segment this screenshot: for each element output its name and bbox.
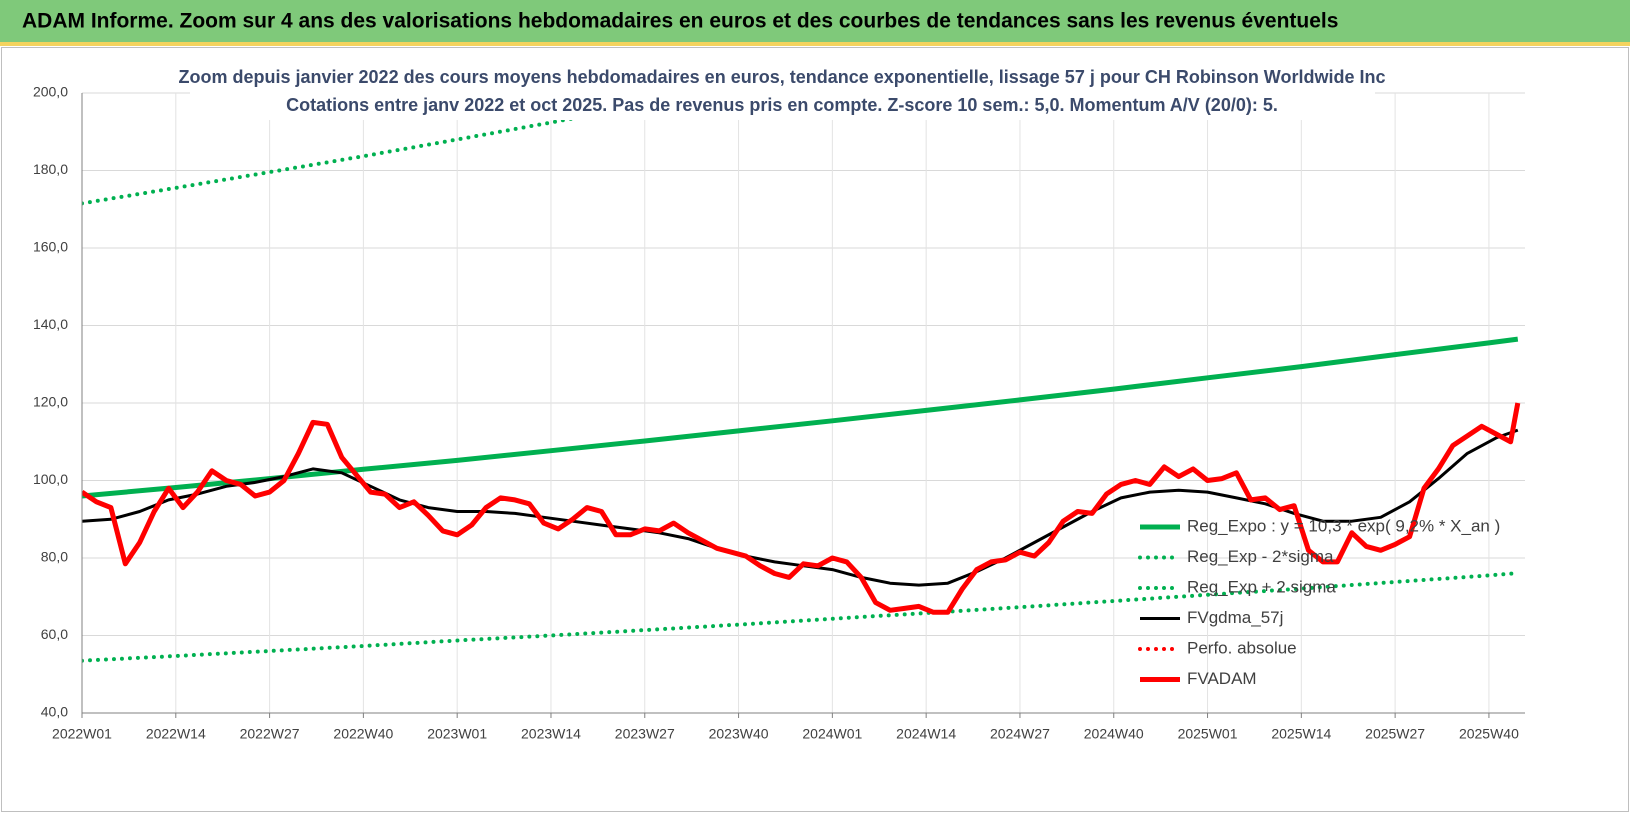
header-banner bbox=[0, 0, 1630, 42]
y-tick-label: 60,0 bbox=[41, 626, 68, 642]
series-line bbox=[82, 571, 1520, 663]
x-tick-label: 2024W27 bbox=[990, 726, 1050, 742]
chart-subtitle: Cotations entre janv 2022 et oct 2025. P… bbox=[286, 95, 1278, 115]
x-tick-label: 2025W40 bbox=[1459, 726, 1519, 742]
x-tick-label: 2024W14 bbox=[896, 726, 956, 742]
y-tick-label: 180,0 bbox=[33, 161, 68, 177]
x-tick-label: 2025W27 bbox=[1365, 726, 1425, 742]
x-tick-label: 2022W01 bbox=[52, 726, 112, 742]
header-rule bbox=[0, 42, 1630, 46]
series-line bbox=[82, 402, 1521, 615]
header-title: ADAM Informe. Zoom sur 4 ans des valoris… bbox=[22, 10, 1338, 33]
legend-label: Reg_Exp - 2*sigma bbox=[1187, 547, 1334, 566]
y-tick-label: 160,0 bbox=[33, 239, 68, 255]
legend-label: Reg_Expo : y = 10,3 * exp( 9,2% * X_an ) bbox=[1187, 516, 1500, 535]
x-tick-label: 2023W14 bbox=[521, 726, 581, 742]
x-tick-label: 2024W40 bbox=[1084, 726, 1144, 742]
x-tick-label: 2025W14 bbox=[1271, 726, 1331, 742]
y-tick-label: 140,0 bbox=[33, 316, 68, 332]
legend-label: FVADAM bbox=[1187, 669, 1257, 688]
y-tick-label: 120,0 bbox=[33, 394, 68, 410]
legend-label: FVgdma_57j bbox=[1187, 608, 1283, 627]
x-tick-label: 2022W40 bbox=[333, 726, 393, 742]
y-tick-label: 40,0 bbox=[41, 704, 68, 720]
plot-lines bbox=[82, 93, 1521, 663]
grid bbox=[81, 92, 1525, 714]
legend-label: Reg_Exp + 2 sigma bbox=[1187, 577, 1336, 596]
x-tick-label: 2025W01 bbox=[1178, 726, 1238, 742]
y-tick-label: 100,0 bbox=[33, 471, 68, 487]
x-tick-label: 2022W14 bbox=[146, 726, 206, 742]
x-tick-label: 2022W27 bbox=[240, 726, 300, 742]
x-tick-label: 2023W27 bbox=[615, 726, 675, 742]
chart-title: Zoom depuis janvier 2022 des cours moyen… bbox=[179, 67, 1386, 87]
axes: 40,0 60,0 80,0 100,0 120,0 140,0 160,0 180,0 200… bbox=[33, 84, 1525, 742]
x-tick-label: 2023W40 bbox=[709, 726, 769, 742]
legend: Reg_Expo : y = 10,3 * exp( 9,2% * X_an )… bbox=[1138, 516, 1500, 688]
y-tick-label: 200,0 bbox=[33, 84, 68, 100]
chart-frame bbox=[1, 47, 1629, 812]
y-tick-label: 80,0 bbox=[41, 549, 68, 565]
x-tick-label: 2023W01 bbox=[427, 726, 487, 742]
title-box bbox=[190, 62, 1375, 120]
x-tick-label: 2024W01 bbox=[802, 726, 862, 742]
legend-label: Perfo. absolue bbox=[1187, 638, 1297, 657]
